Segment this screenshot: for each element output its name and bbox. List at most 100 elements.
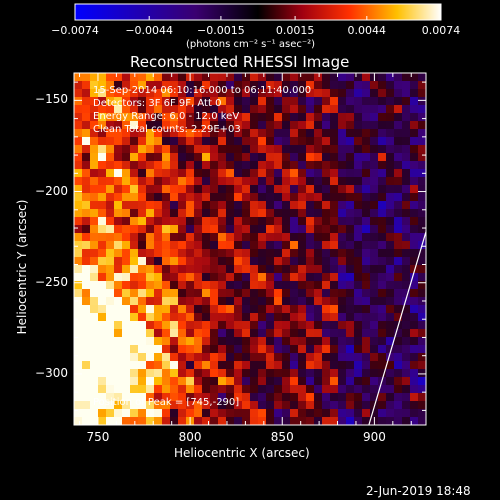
- heatmap-cell: [74, 137, 83, 146]
- heatmap-cell: [146, 105, 155, 114]
- heatmap-cell: [178, 321, 187, 330]
- heatmap-cell: [146, 369, 155, 378]
- heatmap-cell: [218, 241, 227, 250]
- heatmap-cell: [210, 81, 219, 90]
- heatmap-cell: [242, 153, 251, 162]
- heatmap-cell: [162, 273, 171, 282]
- heatmap-cell: [218, 401, 227, 410]
- heatmap-cell: [146, 169, 155, 178]
- heatmap-cell: [298, 217, 307, 226]
- heatmap-cell: [210, 105, 219, 114]
- heatmap-cell: [266, 393, 275, 402]
- heatmap-cell: [386, 89, 395, 98]
- heatmap-cell: [378, 241, 387, 250]
- heatmap-cell: [330, 281, 339, 290]
- heatmap-cell: [258, 89, 267, 98]
- heatmap-cell: [186, 257, 195, 266]
- heatmap-cell: [250, 73, 259, 82]
- heatmap-cell: [234, 161, 243, 170]
- heatmap-cell: [362, 385, 371, 394]
- heatmap-cell: [410, 385, 419, 394]
- heatmap-cell: [170, 345, 179, 354]
- heatmap-cell: [282, 401, 291, 410]
- heatmap-cell: [162, 209, 171, 218]
- heatmap-cell: [130, 393, 139, 402]
- heatmap-cell: [122, 369, 131, 378]
- heatmap-cell: [106, 73, 115, 82]
- heatmap-cell: [290, 241, 299, 250]
- timestamp: 2-Jun-2019 18:48: [366, 484, 471, 498]
- heatmap-cell: [194, 273, 203, 282]
- heatmap-cell: [210, 185, 219, 194]
- heatmap-cell: [298, 329, 307, 338]
- heatmap-cell: [274, 217, 283, 226]
- heatmap-cell: [410, 273, 419, 282]
- heatmap-cell: [394, 281, 403, 290]
- heatmap-cell: [338, 73, 347, 82]
- heatmap-cell: [250, 337, 259, 346]
- heatmap-cell: [186, 409, 195, 418]
- heatmap-cell: [418, 281, 426, 290]
- heatmap-cell: [362, 169, 371, 178]
- heatmap-cell: [354, 121, 363, 130]
- heatmap-cell: [130, 409, 139, 418]
- heatmap-cell: [362, 393, 371, 402]
- heatmap-cell: [322, 417, 331, 425]
- heatmap-cell: [370, 105, 379, 114]
- heatmap-cell: [74, 377, 83, 386]
- heatmap-cell: [122, 361, 131, 370]
- heatmap-cell: [266, 225, 275, 234]
- heatmap-cell: [330, 217, 339, 226]
- heatmap-cell: [162, 289, 171, 298]
- heatmap-cell: [210, 137, 219, 146]
- heatmap-cell: [322, 409, 331, 418]
- heatmap-cell: [314, 81, 323, 90]
- heatmap-cell: [330, 177, 339, 186]
- heatmap-cell: [394, 177, 403, 186]
- heatmap-cell: [202, 385, 211, 394]
- heatmap-cell: [82, 313, 91, 322]
- heatmap-cell: [186, 161, 195, 170]
- heatmap-cell: [354, 289, 363, 298]
- heatmap-cell: [82, 329, 91, 338]
- heatmap-cell: [298, 345, 307, 354]
- heatmap-cell: [314, 401, 323, 410]
- heatmap-cell: [378, 345, 387, 354]
- heatmap-cell: [306, 225, 315, 234]
- heatmap-cell: [170, 353, 179, 362]
- heatmap-cell: [330, 81, 339, 90]
- heatmap-cell: [242, 185, 251, 194]
- heatmap-cell: [218, 321, 227, 330]
- heatmap-cell: [322, 377, 331, 386]
- heatmap-cell: [90, 209, 99, 218]
- heatmap-cell: [418, 145, 426, 154]
- heatmap-cell: [386, 377, 395, 386]
- heatmap-cell: [282, 73, 291, 82]
- heatmap-cell: [210, 313, 219, 322]
- heatmap-cell: [362, 177, 371, 186]
- heatmap-cell: [394, 345, 403, 354]
- heatmap-cell: [146, 265, 155, 274]
- heatmap-cell: [170, 73, 179, 82]
- heatmap-cell: [186, 345, 195, 354]
- heatmap-cell: [418, 193, 426, 202]
- heatmap-cell: [378, 313, 387, 322]
- heatmap-cell: [290, 417, 299, 425]
- heatmap-cell: [114, 233, 123, 242]
- heatmap-cell: [410, 89, 419, 98]
- heatmap-cell: [274, 385, 283, 394]
- heatmap-cell: [226, 345, 235, 354]
- heatmap-cell: [186, 209, 195, 218]
- heatmap-cell: [274, 193, 283, 202]
- heatmap-cell: [274, 241, 283, 250]
- heatmap-cell: [186, 217, 195, 226]
- heatmap-cell: [330, 185, 339, 194]
- heatmap-cell: [394, 369, 403, 378]
- heatmap-cell: [362, 105, 371, 114]
- heatmap-cell: [114, 193, 123, 202]
- heatmap-cell: [314, 289, 323, 298]
- heatmap-cell: [290, 105, 299, 114]
- heatmap-cell: [82, 105, 91, 114]
- heatmap-cell: [370, 369, 379, 378]
- heatmap-cell: [258, 289, 267, 298]
